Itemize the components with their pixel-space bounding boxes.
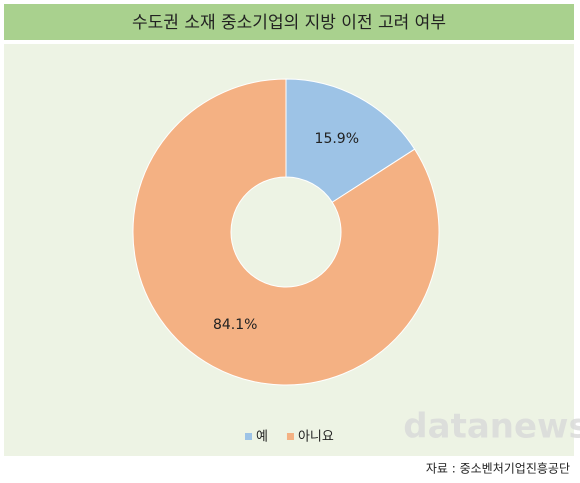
source: 자료 : 중소벤처기업진흥공단 xyxy=(426,462,570,476)
legend-label: 예 xyxy=(256,430,268,445)
watermark: datanews xyxy=(403,407,580,447)
data-label: 15.9% xyxy=(315,131,359,147)
pie-slice xyxy=(285,78,416,203)
pie-slice xyxy=(132,78,440,386)
legend-label: 아니요 xyxy=(298,430,334,445)
legend-marker xyxy=(245,433,252,440)
legend-marker xyxy=(286,433,294,440)
title-bar xyxy=(4,4,574,40)
chart-title: 수도권 소재 중소기업의 지방 이전 고려 여부 xyxy=(132,13,446,33)
data-label: 84.1% xyxy=(213,317,257,333)
